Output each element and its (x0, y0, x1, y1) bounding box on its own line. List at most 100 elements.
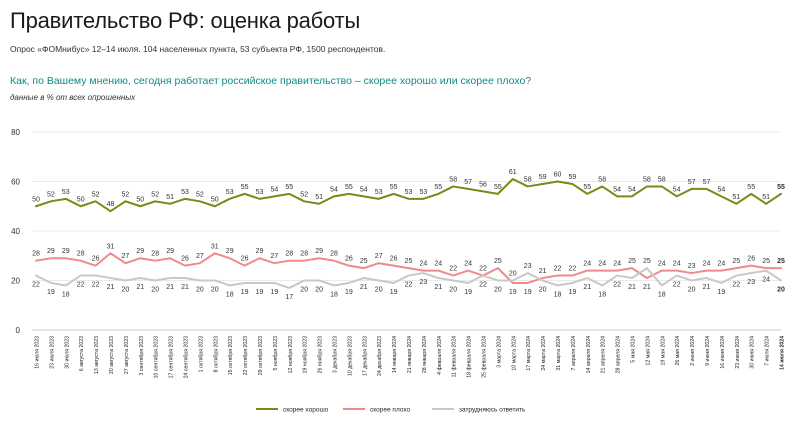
data-label-hard: 20 (122, 287, 130, 294)
data-label-hard: 21 (360, 284, 368, 291)
data-label-good: 53 (256, 189, 264, 196)
data-label-good: 52 (196, 191, 204, 198)
x-tick-label: 25 февраля 2024 (482, 336, 488, 378)
data-label-hard: 20 (151, 287, 159, 294)
data-label-good: 51 (315, 194, 323, 201)
data-label-bad: 27 (271, 253, 279, 260)
x-tick-label: 3 декабря 2023 (333, 336, 339, 373)
data-label-good: 57 (464, 179, 472, 186)
data-label-good: 51 (732, 194, 740, 201)
data-label-good: 55 (494, 184, 502, 191)
data-label-good: 52 (47, 191, 55, 198)
grid (32, 131, 781, 331)
data-label-good: 52 (151, 191, 159, 198)
data-label-bad: 24 (420, 261, 428, 268)
data-labels: 50 28 22 52 29 19 53 29 18 50 28 22 52 26 22 48 31 21 52 27… (32, 169, 785, 301)
data-label-hard: 20 (315, 287, 323, 294)
data-label-good: 53 (420, 189, 428, 196)
data-label-bad: 24 (613, 261, 621, 268)
series-hard-line (35, 267, 782, 289)
data-label-bad: 25 (405, 258, 413, 265)
data-label-good: 53 (226, 189, 234, 196)
y-axis-ticks: 0 20 40 60 80 (11, 128, 20, 335)
data-label-bad: 24 (583, 261, 591, 268)
x-tick-label: 17 марта 2024 (526, 336, 532, 371)
data-label-good: 54 (360, 186, 368, 193)
data-label-good: 54 (718, 186, 726, 193)
y-tick-label: 20 (11, 277, 20, 286)
x-tick-label: 18 февраля 2024 (467, 336, 473, 378)
x-tick-label: 3 марта 2024 (496, 336, 502, 368)
data-label-bad: 26 (181, 256, 189, 263)
data-label-hard: 24 (762, 277, 770, 284)
x-tick-label: 20 августа 2023 (109, 336, 115, 374)
data-label-good: 59 (539, 174, 547, 181)
legend-label: скорее плохо (370, 407, 411, 414)
data-label-bad: 29 (62, 248, 70, 255)
data-label-hard: 25 (643, 258, 651, 265)
legend-label: затрудняюсь ответить (459, 407, 526, 414)
data-label-bad: 25 (777, 258, 785, 265)
data-label-hard: 23 (420, 279, 428, 286)
data-label-good: 58 (598, 176, 606, 183)
x-tick-label: 21 января 2024 (407, 336, 413, 373)
data-label-bad: 22 (569, 266, 577, 273)
data-label-hard: 22 (613, 282, 621, 289)
data-label-hard: 20 (688, 287, 696, 294)
x-tick-label: 16 июля 2023 (35, 336, 41, 369)
data-label-bad: 26 (241, 256, 249, 263)
series-lines (35, 178, 782, 289)
x-tick-label: 19 мая 2024 (660, 336, 666, 366)
data-label-hard: 20 (539, 287, 547, 294)
data-label-bad: 22 (449, 266, 457, 273)
data-label-hard: 20 (375, 287, 383, 294)
data-label-hard: 19 (47, 289, 55, 296)
data-label-good: 58 (449, 176, 457, 183)
series-bad-line (35, 252, 782, 284)
data-label-good: 53 (405, 189, 413, 196)
data-label-good: 55 (390, 184, 398, 191)
data-label-good: 55 (747, 184, 755, 191)
x-tick-label: 3 сентября 2023 (139, 336, 145, 376)
x-tick-label: 26 ноября 2023 (318, 336, 324, 373)
data-label-good: 54 (673, 186, 681, 193)
y-tick-label: 60 (11, 178, 20, 187)
x-tick-label: 9 июня 2024 (705, 336, 711, 366)
x-tick-label: 21 апреля 2024 (601, 336, 607, 373)
data-label-good: 61 (509, 169, 517, 176)
data-label-bad: 26 (345, 256, 353, 263)
data-label-hard: 20 (196, 287, 204, 294)
x-tick-label: 12 мая 2024 (645, 336, 651, 366)
data-label-bad: 25 (494, 258, 502, 265)
data-label-good: 54 (271, 186, 279, 193)
data-label-hard: 22 (673, 282, 681, 289)
x-tick-label: 17 сентября 2023 (169, 336, 175, 378)
data-label-hard: 18 (598, 291, 606, 298)
data-label-hard: 17 (285, 294, 293, 301)
x-tick-label: 27 августа 2023 (124, 336, 130, 374)
data-label-hard: 19 (718, 289, 726, 296)
x-tick-label: 28 апреля 2024 (616, 336, 622, 373)
data-label-hard: 20 (300, 287, 308, 294)
data-label-good: 57 (703, 179, 711, 186)
data-label-good: 55 (777, 184, 785, 191)
data-label-good: 52 (122, 191, 130, 198)
x-tick-label: 26 мая 2024 (675, 336, 681, 366)
data-label-hard: 21 (166, 284, 174, 291)
data-label-good: 48 (107, 201, 115, 208)
data-label-good: 59 (569, 174, 577, 181)
data-label-hard: 19 (569, 289, 577, 296)
data-label-bad: 29 (166, 248, 174, 255)
x-tick-label: 19 ноября 2023 (303, 336, 309, 373)
data-label-hard: 20 (449, 287, 457, 294)
data-label-good: 55 (241, 184, 249, 191)
data-label-hard: 18 (554, 291, 562, 298)
data-label-good: 56 (479, 181, 487, 188)
data-label-good: 55 (583, 184, 591, 191)
x-tick-label: 15 октября 2023 (228, 336, 234, 375)
data-label-hard: 19 (390, 289, 398, 296)
data-label-hard: 23 (524, 263, 532, 270)
data-label-bad: 26 (390, 256, 398, 263)
data-label-bad: 21 (539, 268, 547, 275)
series-good-line (35, 178, 782, 213)
